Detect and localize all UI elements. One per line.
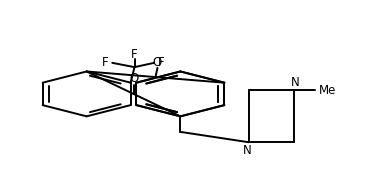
Text: F: F xyxy=(131,48,138,61)
Text: Me: Me xyxy=(319,84,336,97)
Text: F: F xyxy=(158,56,164,69)
Text: N: N xyxy=(242,144,251,156)
Text: O: O xyxy=(129,72,138,85)
Text: N: N xyxy=(291,76,300,89)
Text: O: O xyxy=(153,56,162,69)
Text: F: F xyxy=(102,56,109,69)
